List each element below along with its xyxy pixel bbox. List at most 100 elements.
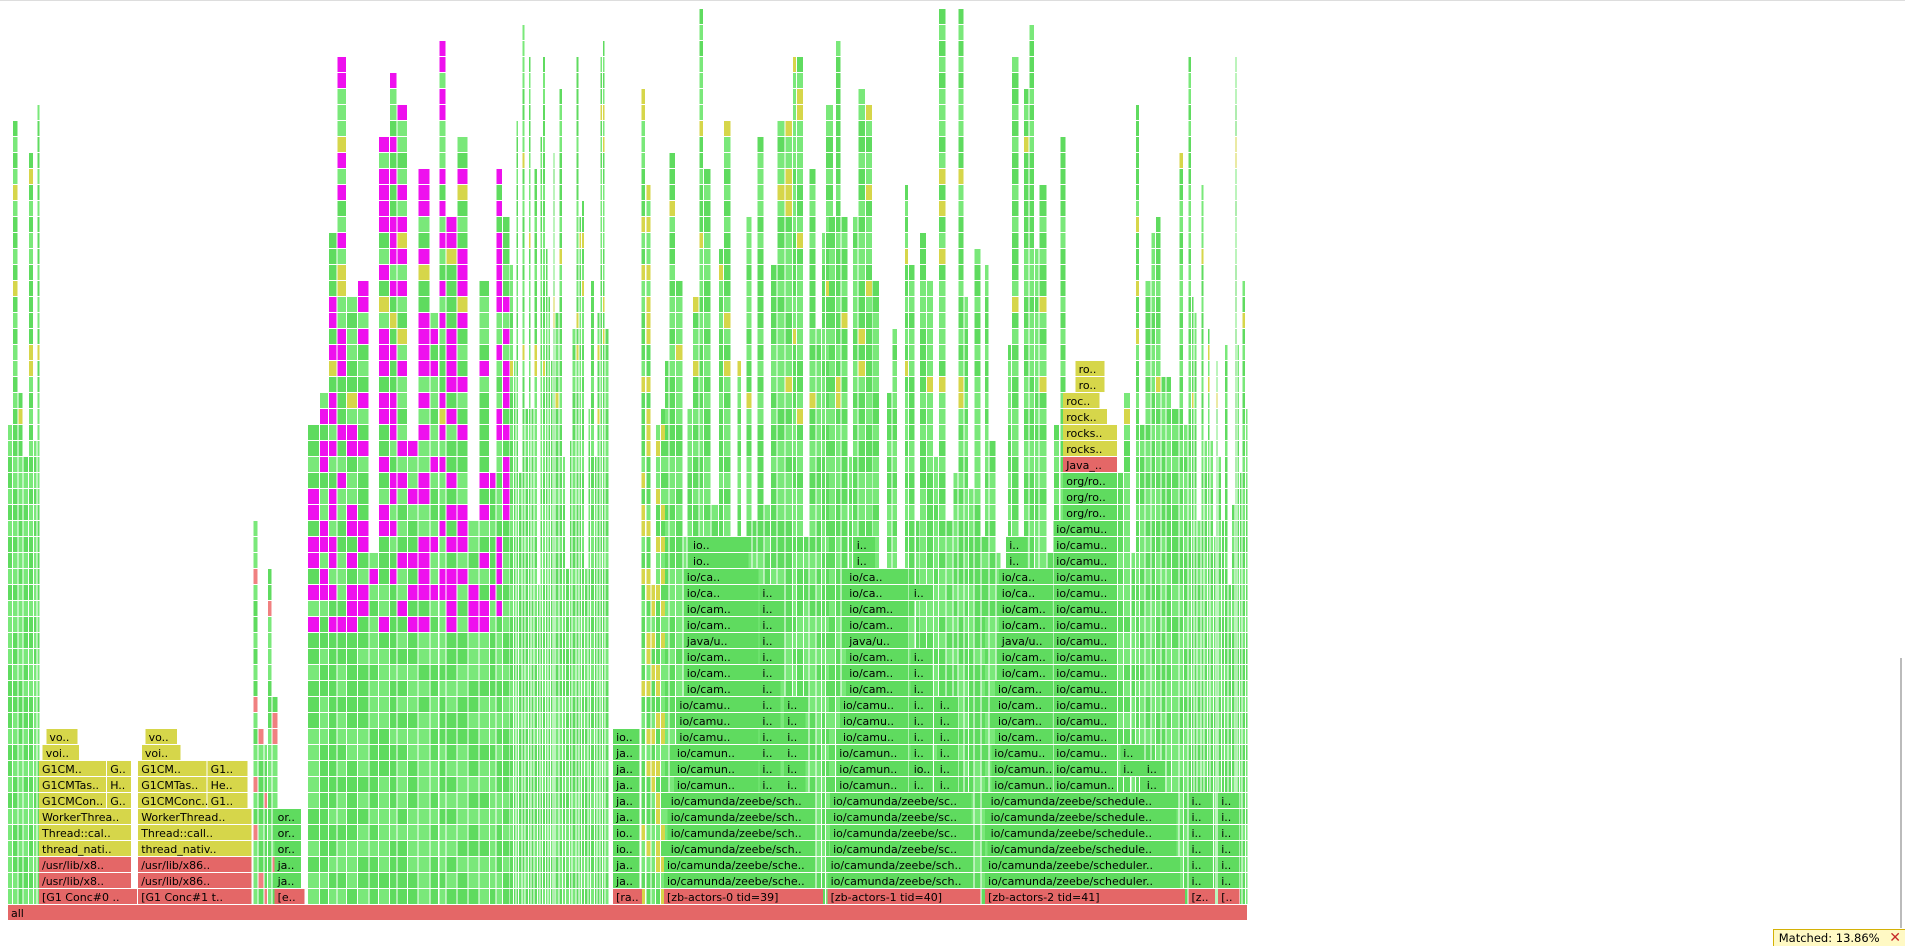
frame-sliver[interactable]: [514, 761, 516, 776]
frame-sliver[interactable]: [597, 601, 600, 616]
frame-sliver[interactable]: [551, 617, 553, 632]
frame-sliver[interactable]: [665, 521, 669, 536]
frame-sliver[interactable]: [407, 665, 418, 680]
frame-sliver[interactable]: [551, 441, 553, 456]
frame-sliver[interactable]: [528, 185, 531, 200]
frame-sliver[interactable]: [555, 697, 559, 712]
frame-sliver[interactable]: [503, 569, 510, 584]
frame-sliver[interactable]: [835, 729, 841, 744]
frame-sliver[interactable]: [34, 585, 37, 600]
frame-sliver[interactable]: [974, 281, 981, 296]
frame-sliver[interactable]: [661, 681, 666, 696]
frame-sliver[interactable]: [981, 553, 985, 568]
frame-sliver[interactable]: [605, 761, 609, 776]
frame-sliver[interactable]: [996, 601, 1001, 616]
frame-sliver[interactable]: [641, 777, 646, 792]
frame-sliver[interactable]: [661, 841, 666, 856]
frame-sliver[interactable]: [563, 521, 566, 536]
frame-sliver[interactable]: [804, 713, 809, 728]
frame-sliver[interactable]: [553, 537, 555, 552]
frame-sliver[interactable]: [968, 697, 974, 712]
frame-sliver[interactable]: [397, 505, 407, 520]
frame-sliver[interactable]: [555, 489, 559, 504]
frame-sliver[interactable]: [770, 457, 777, 472]
frame-sliver[interactable]: [927, 393, 934, 408]
frame-sliver[interactable]: [669, 377, 676, 392]
frame-sliver[interactable]: [605, 745, 609, 760]
frame-sliver[interactable]: [669, 217, 676, 232]
frame-sliver[interactable]: [835, 537, 841, 552]
frame-sliver[interactable]: [570, 569, 572, 584]
frame-sliver[interactable]: [590, 313, 594, 328]
frame-sliver[interactable]: [430, 633, 439, 648]
frame-sliver[interactable]: [985, 521, 989, 536]
frame-sliver[interactable]: [953, 585, 958, 600]
frame-sliver[interactable]: [337, 745, 346, 760]
frame-sliver[interactable]: [822, 329, 826, 344]
frame-sliver[interactable]: [551, 361, 553, 376]
frame-sliver[interactable]: [534, 265, 538, 280]
frame-sliver[interactable]: [531, 681, 534, 696]
frame-sliver[interactable]: [268, 809, 272, 824]
frame-sliver[interactable]: [804, 697, 809, 712]
frame-sliver[interactable]: [566, 601, 570, 616]
frame-sliver[interactable]: [531, 777, 534, 792]
frame-sliver[interactable]: [379, 297, 389, 312]
frame-sliver[interactable]: [746, 217, 752, 232]
frame-sliver[interactable]: [510, 521, 513, 536]
frame-sliver[interactable]: [525, 729, 528, 744]
frame-sliver[interactable]: [603, 585, 605, 600]
frame-sliver[interactable]: [559, 697, 563, 712]
frame-sliver[interactable]: [553, 201, 555, 216]
frame-sliver[interactable]: [329, 761, 337, 776]
frame-sliver[interactable]: [430, 425, 439, 440]
frame-sliver[interactable]: [646, 249, 651, 264]
frame-sliver[interactable]: [329, 745, 337, 760]
frame-sliver[interactable]: [546, 569, 548, 584]
frame-sliver[interactable]: [397, 649, 407, 664]
frame-sliver[interactable]: [597, 633, 600, 648]
frame-sliver[interactable]: [446, 521, 457, 536]
frame-sliver[interactable]: [938, 153, 946, 168]
frame-sliver[interactable]: [514, 393, 516, 408]
frame-sliver[interactable]: [1023, 361, 1029, 376]
frame-sliver[interactable]: [490, 873, 496, 888]
frame-sliver[interactable]: [938, 633, 946, 648]
frame-sliver[interactable]: [785, 377, 793, 392]
frame-sliver[interactable]: [479, 665, 489, 680]
frame-sliver[interactable]: [319, 457, 329, 472]
frame-sliver[interactable]: [553, 361, 555, 376]
frame-sliver[interactable]: [590, 665, 594, 680]
frame-sliver[interactable]: [546, 889, 548, 904]
frame-sliver[interactable]: [525, 873, 528, 888]
frame-sliver[interactable]: [439, 361, 446, 376]
frame-sliver[interactable]: [496, 809, 503, 824]
frame-sliver[interactable]: [8, 617, 12, 632]
frame-sliver[interactable]: [29, 153, 33, 168]
frame-sliver[interactable]: [669, 345, 676, 360]
frame-sliver[interactable]: [553, 425, 555, 440]
frame-sliver[interactable]: [777, 713, 785, 728]
frame-sliver[interactable]: [510, 505, 513, 520]
frame-sliver[interactable]: [793, 265, 797, 280]
frame-sliver[interactable]: [785, 121, 793, 136]
frame-sliver[interactable]: [816, 825, 821, 840]
frame-sliver[interactable]: [369, 713, 379, 728]
frame-sliver[interactable]: [566, 729, 570, 744]
frame-sliver[interactable]: [661, 697, 666, 712]
frame-sliver[interactable]: [430, 585, 439, 600]
frame-sliver[interactable]: [581, 329, 584, 344]
frame-sliver[interactable]: [18, 745, 23, 760]
frame-sliver[interactable]: [23, 457, 29, 472]
frame-sliver[interactable]: [605, 393, 609, 408]
frame-sliver[interactable]: [389, 185, 397, 200]
frame-sliver[interactable]: [8, 665, 12, 680]
frame-sliver[interactable]: [496, 345, 503, 360]
frame-sliver[interactable]: [872, 521, 879, 536]
frame-sliver[interactable]: [1023, 473, 1029, 488]
frame-sliver[interactable]: [528, 265, 531, 280]
frame-sliver[interactable]: [600, 457, 603, 472]
frame-sliver[interactable]: [430, 793, 439, 808]
frame-sliver[interactable]: [822, 233, 826, 248]
frame-sliver[interactable]: [418, 185, 430, 200]
